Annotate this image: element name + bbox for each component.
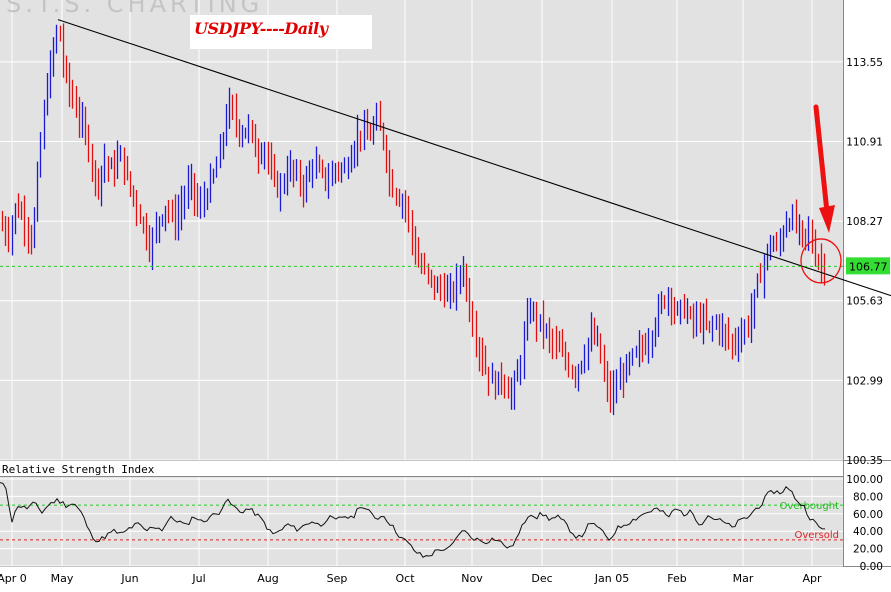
rsi-title: Relative Strength Index bbox=[2, 463, 155, 476]
rsi-axis-bg bbox=[843, 476, 891, 566]
oversold-label: Oversold bbox=[794, 530, 839, 541]
price-tick-4: 110.91 bbox=[846, 136, 883, 148]
overlays: 106.77 bbox=[0, 19, 891, 297]
watermark: S.T.S. CHARTING bbox=[6, 0, 264, 18]
current-price-label: 106.77 bbox=[849, 260, 888, 273]
price-tick-1: 102.99 bbox=[846, 375, 883, 387]
rsi-tick-4: 80.00 bbox=[853, 491, 883, 503]
x-tick-12: Apr bbox=[802, 572, 822, 585]
overbought-label: Overbought bbox=[780, 501, 840, 512]
price-tick-3: 108.27 bbox=[846, 216, 883, 228]
rsi-tick-2: 40.00 bbox=[853, 526, 883, 538]
price-tick-0: 100.35 bbox=[846, 455, 883, 467]
price-axis-bg bbox=[843, 0, 891, 460]
rsi-tick-5: 100.00 bbox=[846, 474, 883, 486]
arrow-head bbox=[819, 205, 835, 233]
rsi-panel-bg bbox=[0, 476, 843, 566]
rsi-tick-3: 60.00 bbox=[853, 509, 883, 521]
x-tick-11: Mar bbox=[733, 572, 754, 585]
price-bars bbox=[1, 23, 826, 416]
grid bbox=[0, 0, 843, 567]
rsi-tick-1: 20.00 bbox=[853, 544, 883, 556]
x-tick-9: Jan 05 bbox=[594, 572, 629, 585]
breakout-circle bbox=[800, 238, 842, 284]
chart-title-box: USDJPY----Daily bbox=[190, 15, 372, 49]
price-tick-2: 105.63 bbox=[846, 296, 883, 308]
rsi-plot: Overbought Oversold bbox=[0, 482, 843, 558]
x-tick-10: Feb bbox=[667, 572, 686, 585]
x-tick-6: Oct bbox=[395, 572, 415, 585]
price-panel-bg bbox=[0, 0, 843, 460]
x-tick-5: Sep bbox=[327, 572, 348, 585]
x-tick-7: Nov bbox=[461, 572, 483, 585]
x-tick-8: Dec bbox=[531, 572, 552, 585]
x-tick-2: Jun bbox=[120, 572, 138, 585]
x-tick-1: May bbox=[51, 572, 74, 585]
rsi-line bbox=[0, 482, 826, 558]
arrow-shaft bbox=[813, 104, 830, 215]
x-tick-3: Jul bbox=[191, 572, 205, 585]
chart-title: USDJPY----Daily bbox=[194, 19, 328, 38]
current-price-box bbox=[846, 257, 890, 275]
trendline bbox=[57, 19, 891, 297]
x-tick-4: Aug bbox=[257, 572, 278, 585]
axes: 100.35 102.99 105.63 108.27 110.91 113.55 0.00… bbox=[0, 57, 883, 585]
rsi-tick-0: 0.00 bbox=[860, 561, 883, 573]
x-tick-0: Apr 0 bbox=[0, 572, 27, 585]
price-tick-5: 113.55 bbox=[846, 57, 883, 69]
